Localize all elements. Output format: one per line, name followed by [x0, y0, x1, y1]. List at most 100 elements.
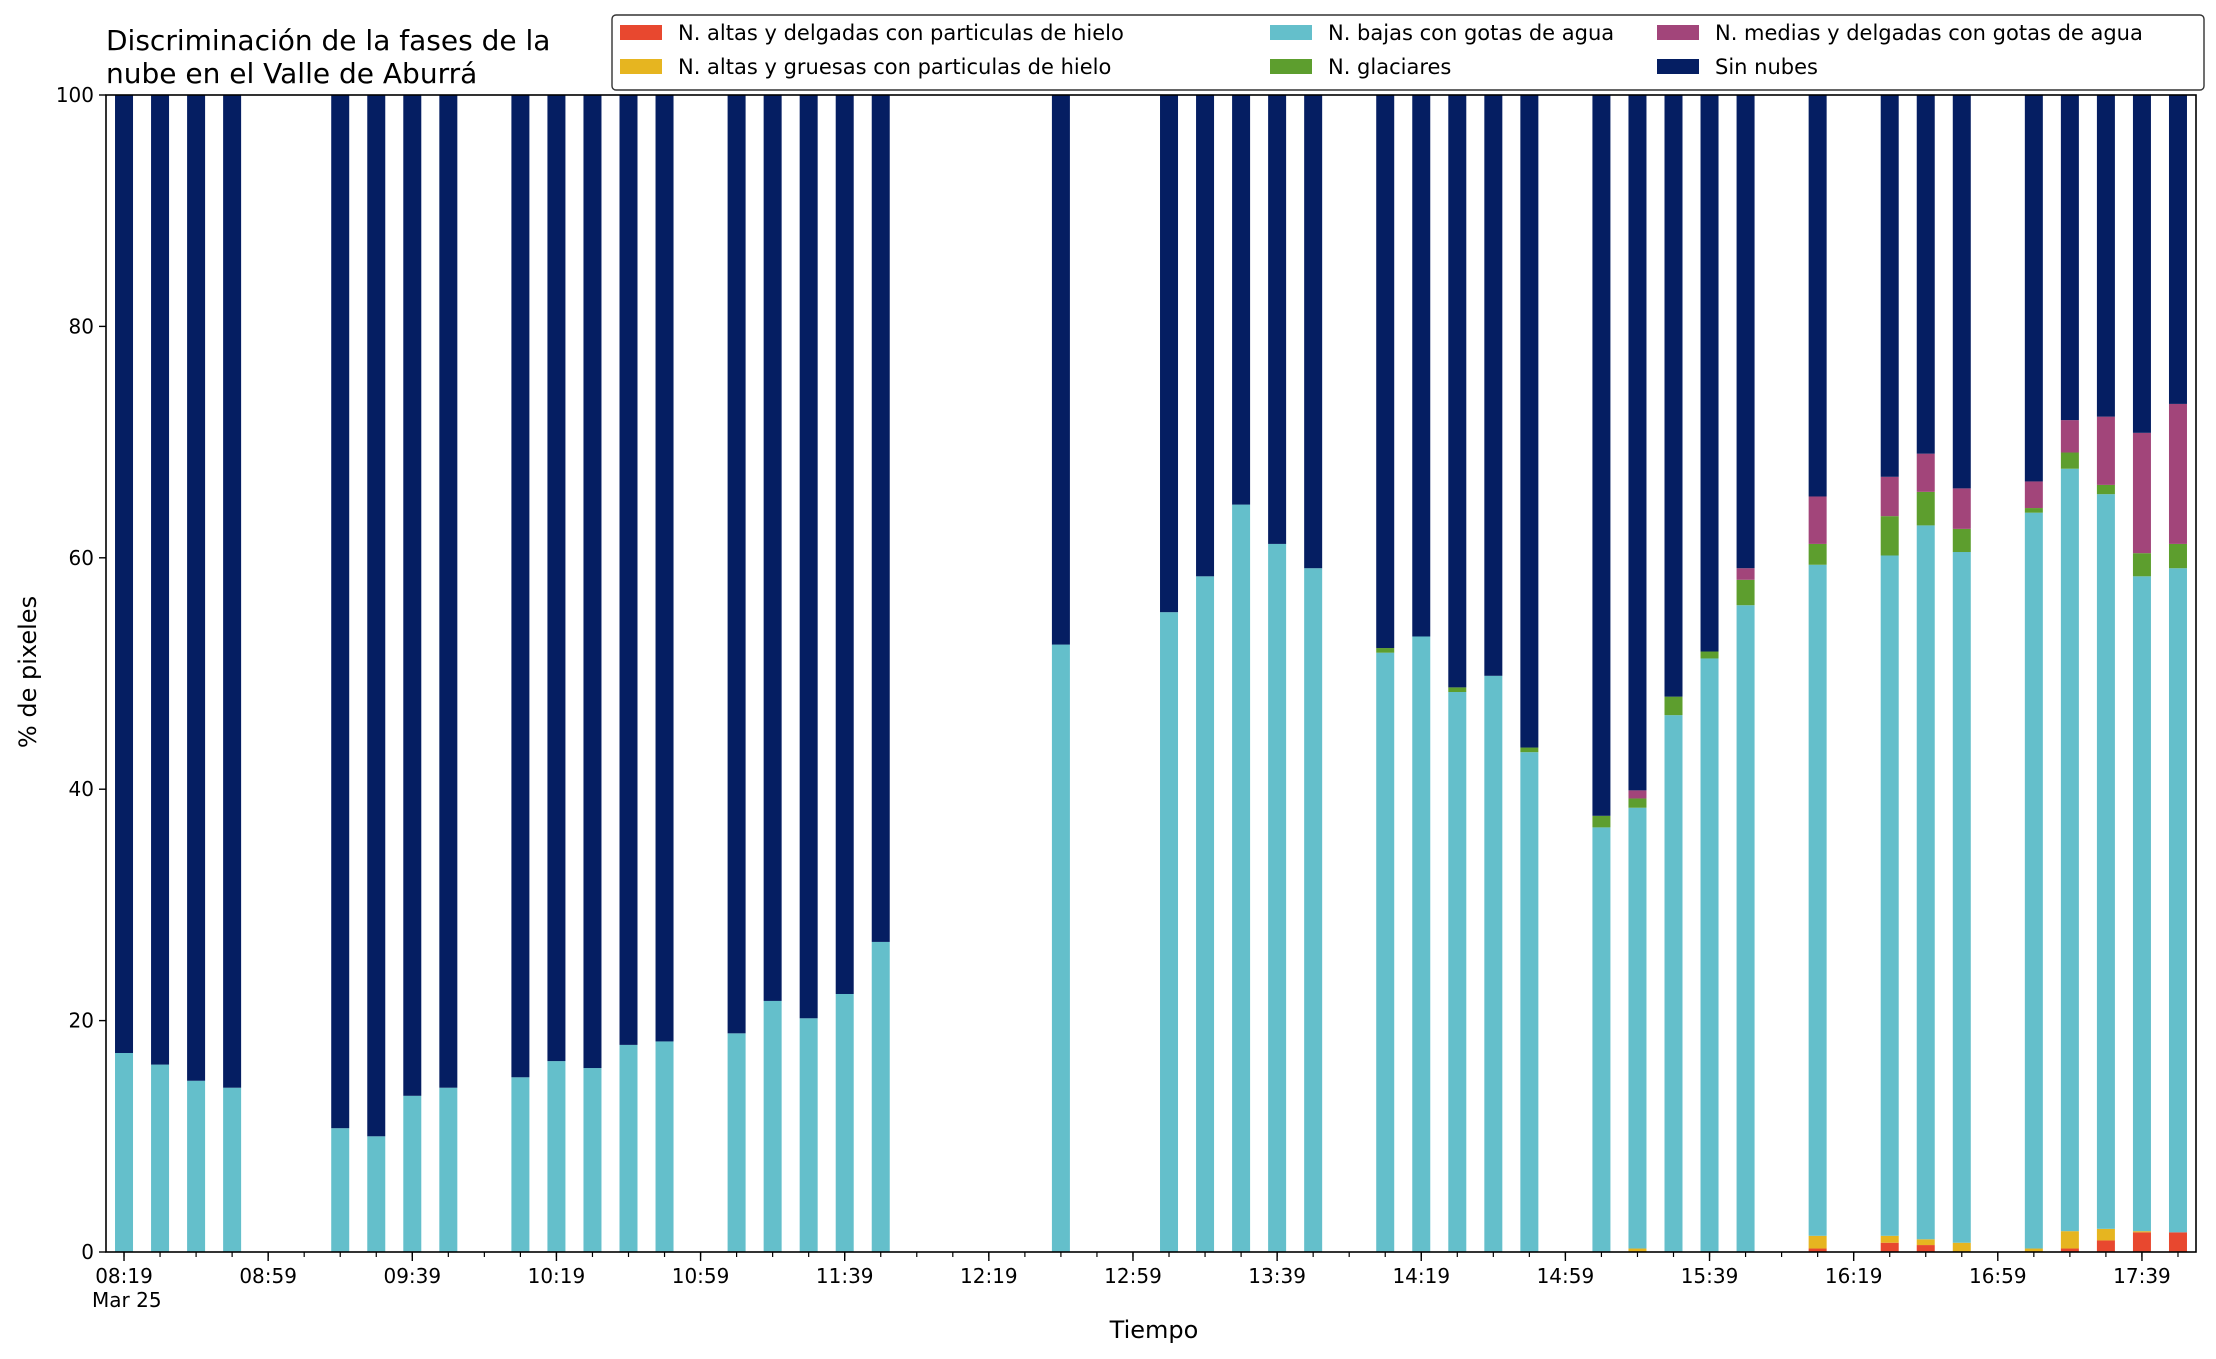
- bar-segment-glaciares: [1880, 516, 1899, 556]
- bar-segment-medias_agua: [1880, 476, 1899, 517]
- bar-segment-bajas_agua: [439, 1087, 458, 1252]
- bar-segment-bajas_agua: [511, 1077, 530, 1252]
- bar-segment-altas_delgadas: [2096, 1240, 2115, 1252]
- bar-stack-1609: [1808, 95, 1827, 1252]
- bar-stack-1139: [835, 95, 854, 1252]
- bar-stack-1739: [2132, 95, 2151, 1252]
- bar-segment-altas_gruesas: [1808, 1235, 1827, 1249]
- bar-segment-altas_delgadas: [1880, 1242, 1899, 1252]
- bar-segment-glaciares: [1700, 651, 1719, 659]
- bar-segment-altas_gruesas: [1916, 1239, 1935, 1246]
- bar-segment-bajas_agua: [1592, 827, 1611, 1252]
- legend-label: N. bajas con gotas de agua: [1328, 21, 1614, 45]
- bar-segment-sin_nubes: [547, 95, 566, 1062]
- bar-segment-bajas_agua: [331, 1128, 350, 1252]
- bar-segment-sin_nubes: [2168, 95, 2187, 404]
- bar-stack-1639: [1916, 95, 1935, 1252]
- bar-stack-1429: [1448, 95, 1467, 1252]
- bar-stack-1029: [583, 95, 602, 1252]
- bar-segment-sin_nubes: [583, 95, 602, 1069]
- bar-segment-altas_gruesas: [2096, 1228, 2115, 1241]
- bar-segment-glaciares: [1628, 798, 1647, 808]
- bar-segment-bajas_agua: [1448, 692, 1467, 1252]
- legend-item-glaciares: N. glaciares: [1270, 55, 1451, 79]
- bar-segment-glaciares: [2060, 452, 2079, 469]
- bar-segment-altas_gruesas: [2132, 1231, 2151, 1233]
- bar-segment-bajas_agua: [1736, 605, 1755, 1252]
- bars-layer: [115, 95, 2187, 1253]
- bar-segment-sin_nubes: [1736, 95, 1755, 569]
- bar-segment-bajas_agua: [763, 1000, 782, 1252]
- bar-stack-1629: [1880, 95, 1899, 1252]
- bar-segment-altas_delgadas: [1916, 1245, 1935, 1252]
- chart-title-line-1: Discriminación de la fases de la: [106, 24, 550, 57]
- bar-segment-bajas_agua: [1520, 752, 1539, 1252]
- bar-segment-bajas_agua: [655, 1041, 674, 1252]
- bar-segment-bajas_agua: [583, 1068, 602, 1252]
- bar-stack-1149: [871, 95, 890, 1252]
- x-tick-label: 10:19: [528, 1264, 586, 1288]
- legend-item-altas_delgadas: N. altas y delgadas con particulas de hi…: [620, 21, 1124, 45]
- bar-segment-bajas_agua: [1268, 543, 1287, 1252]
- x-tick-label: 10:59: [672, 1264, 730, 1288]
- legend-swatch: [1270, 25, 1312, 40]
- bar-segment-sin_nubes: [403, 95, 422, 1096]
- bar-stack-1539: [1700, 95, 1719, 1252]
- bar-segment-sin_nubes: [2132, 95, 2151, 433]
- bar-segment-medias_agua: [1736, 568, 1755, 580]
- bar-segment-bajas_agua: [367, 1136, 386, 1252]
- bar-segment-sin_nubes: [1268, 95, 1287, 544]
- x-tick-label: 17:39: [2113, 1264, 2171, 1288]
- bar-segment-sin_nubes: [871, 95, 890, 942]
- y-tick-label: 60: [69, 546, 94, 570]
- legend-item-medias_agua: N. medias y delgadas con gotas de agua: [1657, 21, 2143, 45]
- bar-segment-medias_agua: [2096, 416, 2115, 485]
- bar-segment-sin_nubes: [1880, 95, 1899, 477]
- bar-stack-1749: [2168, 95, 2187, 1252]
- bar-segment-medias_agua: [1808, 496, 1827, 544]
- legend-swatch: [1270, 59, 1312, 74]
- bar-segment-bajas_agua: [835, 993, 854, 1252]
- x-tick-label: 08:59: [239, 1264, 297, 1288]
- bar-stack-1319: [1196, 95, 1215, 1252]
- bar-segment-bajas_agua: [1376, 652, 1395, 1252]
- bar-segment-altas_gruesas: [2060, 1231, 2079, 1249]
- bar-segment-bajas_agua: [223, 1087, 242, 1252]
- bar-segment-bajas_agua: [403, 1095, 422, 1252]
- bar-segment-medias_agua: [2132, 432, 2151, 554]
- bar-segment-glaciares: [1736, 579, 1755, 606]
- bar-segment-sin_nubes: [1520, 95, 1539, 748]
- bar-stack-1449: [1520, 95, 1539, 1252]
- bar-stack-1129: [799, 95, 818, 1252]
- bar-segment-bajas_agua: [2096, 494, 2115, 1229]
- bar-segment-bajas_agua: [1664, 715, 1683, 1252]
- bar-segment-sin_nubes: [1484, 95, 1503, 676]
- bar-segment-sin_nubes: [1051, 95, 1070, 645]
- x-tick-label: 13:39: [1248, 1264, 1306, 1288]
- bar-stack-1419: [1412, 95, 1431, 1252]
- bar-segment-sin_nubes: [1304, 95, 1323, 569]
- bar-segment-glaciares: [1520, 747, 1539, 753]
- bar-segment-bajas_agua: [1484, 675, 1503, 1252]
- bar-stack-1529: [1664, 95, 1683, 1252]
- bar-segment-sin_nubes: [115, 95, 134, 1053]
- bar-segment-glaciares: [1664, 696, 1683, 716]
- bar-segment-sin_nubes: [2024, 95, 2043, 482]
- bar-segment-sin_nubes: [655, 95, 674, 1042]
- bar-stack-1409: [1376, 95, 1395, 1252]
- bar-segment-medias_agua: [2024, 481, 2043, 509]
- bar-segment-sin_nubes: [2096, 95, 2115, 417]
- bar-segment-altas_gruesas: [2024, 1248, 2043, 1252]
- bar-segment-sin_nubes: [1232, 95, 1251, 505]
- bar-segment-bajas_agua: [1880, 555, 1899, 1236]
- legend-label: N. glaciares: [1328, 55, 1451, 79]
- bar-segment-bajas_agua: [2024, 512, 2043, 1249]
- bar-stack-1039: [619, 95, 638, 1252]
- bar-segment-bajas_agua: [1916, 525, 1935, 1240]
- bar-stack-1549: [1736, 95, 1755, 1252]
- x-tick-label: 14:19: [1392, 1264, 1450, 1288]
- bar-segment-altas_delgadas: [2060, 1248, 2079, 1252]
- bar-segment-sin_nubes: [1196, 95, 1215, 577]
- bar-stack-0919: [331, 95, 350, 1252]
